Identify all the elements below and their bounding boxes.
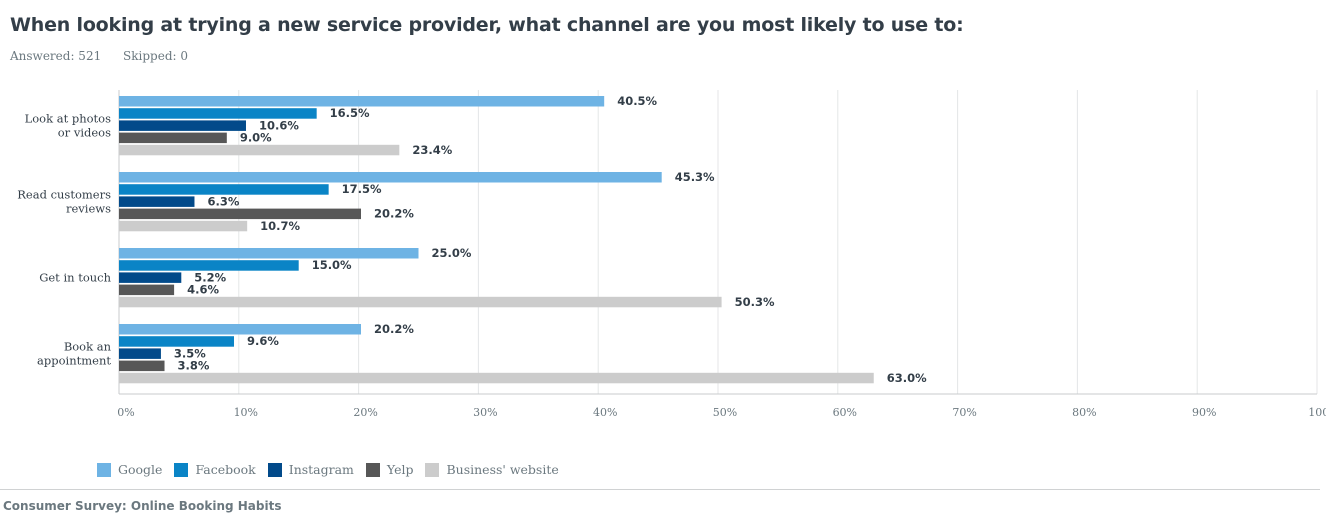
legend-label: Facebook <box>195 462 256 477</box>
bar <box>119 220 248 232</box>
x-tick-label: 10% <box>234 406 258 419</box>
data-label: 40.5% <box>617 94 657 108</box>
bar <box>119 260 299 271</box>
legend-item: Instagram <box>267 462 354 477</box>
bar <box>119 96 605 107</box>
x-tick-label: 50% <box>713 406 737 419</box>
response-stats: Answered: 521 Skipped: 0 <box>10 49 206 63</box>
data-label: 15.0% <box>312 258 352 272</box>
category-label: Read customers <box>17 188 111 202</box>
chart-legend: Google Facebook Instagram Yelp Business' web… <box>97 462 571 477</box>
x-tick-label: 90% <box>1192 406 1216 419</box>
legend-swatch <box>365 462 380 477</box>
data-label: 50.3% <box>735 295 775 309</box>
bar <box>119 348 161 359</box>
legend-label: Business' website <box>446 462 559 477</box>
data-label: 25.0% <box>432 246 472 260</box>
question-title: When looking at trying a new service pro… <box>10 14 964 36</box>
bar <box>119 248 419 259</box>
data-label: 10.6% <box>259 118 299 132</box>
data-label: 20.2% <box>374 322 414 336</box>
bar <box>119 372 874 384</box>
data-label: 63.0% <box>887 371 927 385</box>
footer-title: Consumer Survey: Online Booking Habits <box>3 499 282 513</box>
bar <box>119 196 195 207</box>
legend-item: Google <box>97 462 162 477</box>
bar <box>119 120 246 131</box>
data-label: 4.6% <box>187 283 219 297</box>
bar-chart: 0% 10% 20% 30% 40% 50% 60% 70% 80% 90% 100% Look at… <box>17 90 1326 419</box>
bar <box>119 172 662 183</box>
legend-label: Yelp <box>386 462 414 477</box>
category-label: reviews <box>66 202 111 216</box>
data-label: 5.2% <box>194 270 226 284</box>
category-label: or videos <box>58 126 111 140</box>
bar <box>119 324 361 335</box>
legend-label: Instagram <box>288 462 354 477</box>
legend-swatch <box>174 462 189 477</box>
data-label: 20.2% <box>374 207 414 221</box>
legend-label: Google <box>118 462 163 477</box>
footer-divider <box>0 489 1320 490</box>
bar <box>119 284 175 296</box>
data-label: 10.7% <box>260 219 300 233</box>
bar <box>119 272 182 283</box>
data-label: 45.3% <box>675 170 715 184</box>
legend-swatch <box>425 462 440 477</box>
category-label: Get in touch <box>39 271 111 285</box>
bar <box>119 132 227 144</box>
data-label: 9.6% <box>247 334 279 348</box>
bar <box>119 108 317 119</box>
data-label: 3.8% <box>178 359 210 373</box>
x-tick-label: 100% <box>1308 406 1326 419</box>
legend-item: Facebook <box>174 462 256 477</box>
x-tick-label: 20% <box>353 406 377 419</box>
bar <box>119 208 361 220</box>
legend-swatch <box>267 462 282 477</box>
legend-swatch <box>97 462 111 477</box>
x-tick-label: 60% <box>833 406 857 419</box>
x-tick-label: 80% <box>1072 406 1096 419</box>
answered-count: Answered: 521 <box>10 49 102 63</box>
bar <box>119 360 165 372</box>
x-tick-label: 70% <box>952 406 976 419</box>
bar <box>119 336 235 347</box>
data-label: 17.5% <box>342 182 382 196</box>
x-tick-label: 0% <box>117 406 134 419</box>
data-label: 9.0% <box>240 131 272 145</box>
bar <box>119 144 400 156</box>
category-label: appointment <box>37 354 111 368</box>
category-label: Book an <box>64 340 112 354</box>
skipped-count: Skipped: 0 <box>123 49 189 63</box>
data-label: 3.5% <box>174 346 206 360</box>
x-tick-label: 30% <box>473 406 497 419</box>
data-label: 23.4% <box>412 143 452 157</box>
bar <box>119 296 722 308</box>
x-tick-label: 40% <box>593 406 617 419</box>
category-label: Look at photos <box>25 112 111 126</box>
legend-item: Business' website <box>425 462 559 477</box>
data-label: 6.3% <box>207 194 239 208</box>
legend-item: Yelp <box>365 462 414 477</box>
data-label: 16.5% <box>330 106 370 120</box>
bar <box>119 184 329 195</box>
